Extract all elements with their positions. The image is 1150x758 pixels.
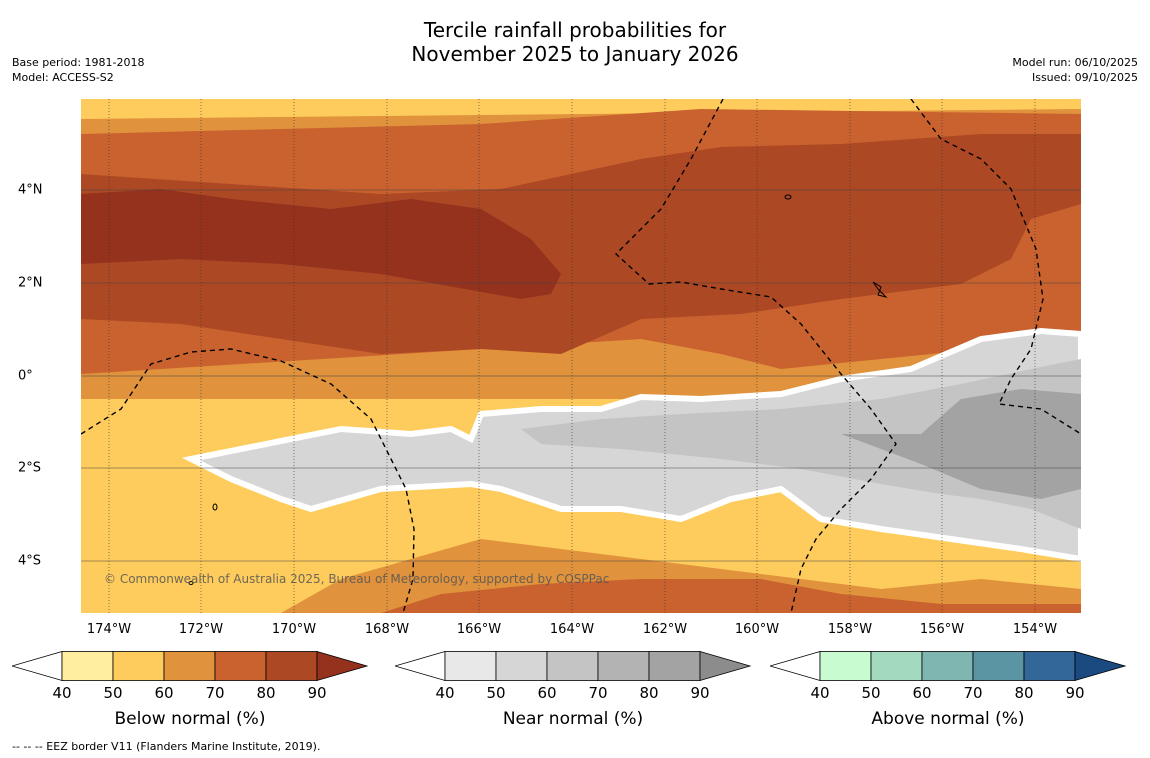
below-swatch <box>61 651 114 681</box>
near-swatch <box>495 651 548 681</box>
band-80-north <box>81 134 1081 354</box>
lon-label: 172°W <box>178 622 224 637</box>
map-title: Tercile rainfall probabilities for Novem… <box>0 18 1150 66</box>
below-tick-label: 40 <box>52 684 72 702</box>
near-swatch <box>546 651 599 681</box>
near-tick-label: 90 <box>690 684 710 702</box>
colorbar-below-title: Below normal (%) <box>114 709 266 729</box>
lat-label: 4°S <box>18 553 42 569</box>
colorbar-above-svg <box>770 651 1127 682</box>
near-tick-label: 80 <box>639 684 659 702</box>
lat-lines <box>81 189 1081 562</box>
copyright-notice: © Commonwealth of Australia 2025, Bureau… <box>104 572 610 586</box>
lon-label: 164°W <box>549 622 595 637</box>
colorbar-below-svg <box>12 651 369 682</box>
above-extend-low <box>770 651 821 682</box>
colorbar-near <box>395 651 753 683</box>
above-tick-label: 80 <box>1014 684 1034 702</box>
near-swatch <box>444 651 497 681</box>
lat-label: 0° <box>18 368 33 384</box>
near-tick-label: 50 <box>486 684 506 702</box>
band-70-south <box>381 579 1081 613</box>
near-tick-label: 40 <box>435 684 455 702</box>
map-svg <box>81 99 1081 613</box>
lon-label: 154°W <box>1012 622 1058 637</box>
near-normal-60 <box>521 359 1081 529</box>
below-extend-low <box>12 651 63 682</box>
eez-borders <box>81 99 1081 613</box>
near-tick-label: 70 <box>588 684 608 702</box>
map-area[interactable] <box>81 99 1081 613</box>
near-normal-80 <box>841 389 1081 499</box>
above-tick-label: 70 <box>963 684 983 702</box>
above-tick-label: 50 <box>861 684 881 702</box>
below-swatch <box>112 651 165 681</box>
lon-label: 166°W <box>456 622 502 637</box>
title-line-1: Tercile rainfall probabilities for <box>423 18 727 42</box>
above-tick-label: 90 <box>1065 684 1085 702</box>
below-swatch <box>163 651 216 681</box>
lon-label: 160°W <box>734 622 780 637</box>
issued-date: Issued: 09/10/2025 <box>1031 71 1138 84</box>
above-swatch <box>870 651 923 681</box>
near-extend-low <box>395 651 446 682</box>
below-swatch <box>265 651 318 681</box>
above-tick-label: 40 <box>810 684 830 702</box>
below-tick-label: 60 <box>154 684 174 702</box>
colorbar-near-svg <box>395 651 752 682</box>
lon-label: 158°W <box>827 622 873 637</box>
lat-label: 2°N <box>18 275 43 291</box>
lat-label: 2°S <box>18 460 42 476</box>
below-tick-label: 70 <box>205 684 225 702</box>
above-swatch <box>972 651 1025 681</box>
below-tick-label: 90 <box>307 684 327 702</box>
near-swatch <box>648 651 701 681</box>
above-tick-label: 60 <box>912 684 932 702</box>
lat-label: 4°N <box>18 182 43 198</box>
above-swatch <box>1023 651 1076 681</box>
below-swatch <box>214 651 267 681</box>
eez-footnote: -- -- -- EEZ border V11 (Flanders Marine… <box>12 740 321 753</box>
meta-left: Base period: 1981-2018 Model: ACCESS-S2 <box>12 55 144 85</box>
meta-right: Model run: 06/10/2025 Issued: 09/10/2025 <box>1012 55 1138 85</box>
colorbar-below <box>12 651 370 683</box>
lon-label: 170°W <box>271 622 317 637</box>
model-name: Model: ACCESS-S2 <box>12 71 114 84</box>
lon-label: 156°W <box>919 622 965 637</box>
lon-label: 174°W <box>86 622 132 637</box>
model-run: Model run: 06/10/2025 <box>1012 56 1138 69</box>
near-extend-high <box>699 651 752 682</box>
lon-label: 162°W <box>642 622 688 637</box>
above-swatch <box>819 651 872 681</box>
colorbar-above <box>770 651 1128 683</box>
below-tick-label: 50 <box>103 684 123 702</box>
above-swatch <box>921 651 974 681</box>
base-period: Base period: 1981-2018 <box>12 56 145 69</box>
colorbar-above-title: Above normal (%) <box>871 709 1025 729</box>
near-tick-label: 60 <box>537 684 557 702</box>
above-extend-high <box>1074 651 1127 682</box>
colorbar-near-title: Near normal (%) <box>502 709 644 729</box>
islands <box>188 194 888 585</box>
near-swatch <box>597 651 650 681</box>
lon-label: 168°W <box>364 622 410 637</box>
title-line-2: November 2025 to January 2026 <box>411 42 739 66</box>
below-extend-high <box>316 651 369 682</box>
below-tick-label: 80 <box>256 684 276 702</box>
